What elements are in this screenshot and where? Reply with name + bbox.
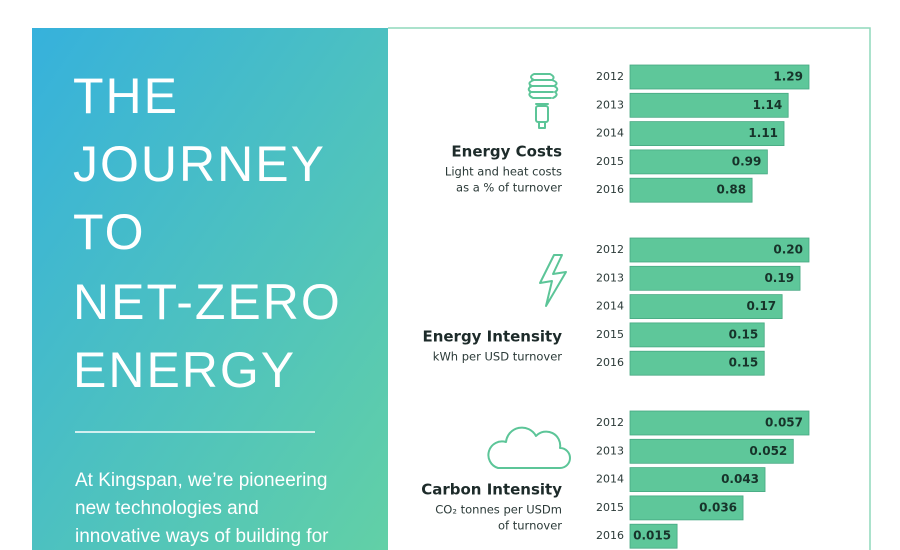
bar	[629, 350, 765, 376]
bar	[629, 265, 801, 291]
headline: JOURNEY	[73, 136, 326, 192]
year-label: 2016	[596, 529, 624, 542]
headline: THE	[73, 68, 179, 124]
value-label: 0.015	[633, 529, 671, 543]
year-label: 2016	[596, 183, 624, 196]
bar	[629, 149, 768, 175]
bar	[629, 294, 783, 320]
chart-subtitle: of turnover	[498, 519, 562, 533]
year-label: 2014	[596, 473, 624, 486]
bar	[629, 495, 744, 521]
value-label: 0.99	[732, 154, 762, 168]
value-label: 0.88	[716, 183, 746, 197]
bar	[629, 523, 678, 549]
year-label: 2012	[596, 70, 624, 83]
year-label: 2015	[596, 501, 624, 514]
value-label: 0.19	[764, 271, 794, 285]
value-label: 0.057	[765, 416, 803, 430]
intro-text: new technologies and	[75, 498, 259, 519]
bar	[629, 467, 766, 493]
year-label: 2013	[596, 98, 624, 111]
chart-subtitle: CO₂ tonnes per USDm	[435, 503, 562, 517]
bar	[629, 177, 753, 203]
year-label: 2015	[596, 328, 624, 341]
year-label: 2013	[596, 444, 624, 457]
value-label: 1.29	[773, 70, 803, 84]
year-label: 2012	[596, 416, 624, 429]
headline: ENERGY	[73, 342, 296, 398]
value-label: 0.043	[721, 472, 759, 486]
value-label: 0.17	[747, 299, 777, 313]
year-label: 2016	[596, 356, 624, 369]
value-label: 1.14	[753, 98, 783, 112]
headline: TO	[73, 204, 146, 260]
year-label: 2015	[596, 155, 624, 168]
chart-title: Energy Costs	[451, 143, 562, 161]
lightning-icon	[539, 254, 567, 307]
bar	[629, 410, 810, 436]
bar	[629, 121, 785, 146]
value-label: 0.20	[773, 243, 803, 257]
chart-title: Energy Intensity	[422, 328, 562, 346]
bar	[629, 237, 810, 263]
year-label: 2013	[596, 271, 624, 284]
year-label: 2014	[596, 300, 624, 313]
year-label: 2014	[596, 127, 624, 140]
value-label: 0.15	[729, 327, 759, 341]
panel-border	[388, 27, 871, 550]
bar	[629, 64, 810, 90]
intro-text: At Kingspan, we’re pioneering	[75, 470, 327, 491]
value-label: 0.15	[729, 356, 759, 370]
chart-title: Carbon Intensity	[421, 481, 562, 499]
headline: NET-ZERO	[73, 274, 342, 330]
value-label: 0.036	[699, 500, 737, 514]
chart-subtitle: Light and heat costs	[445, 165, 562, 179]
bulb-icon	[527, 73, 559, 129]
cloud-icon	[487, 426, 571, 469]
intro-text: innovative ways of building for	[75, 526, 329, 547]
chart-subtitle: kWh per USD turnover	[433, 350, 562, 364]
value-label: 0.052	[749, 444, 787, 458]
left-panel	[32, 28, 388, 550]
year-label: 2012	[596, 243, 624, 256]
value-label: 1.11	[748, 126, 778, 140]
bar	[629, 322, 765, 348]
chart-subtitle: as a % of turnover	[456, 181, 562, 195]
bar	[629, 92, 789, 118]
bar	[629, 438, 794, 464]
